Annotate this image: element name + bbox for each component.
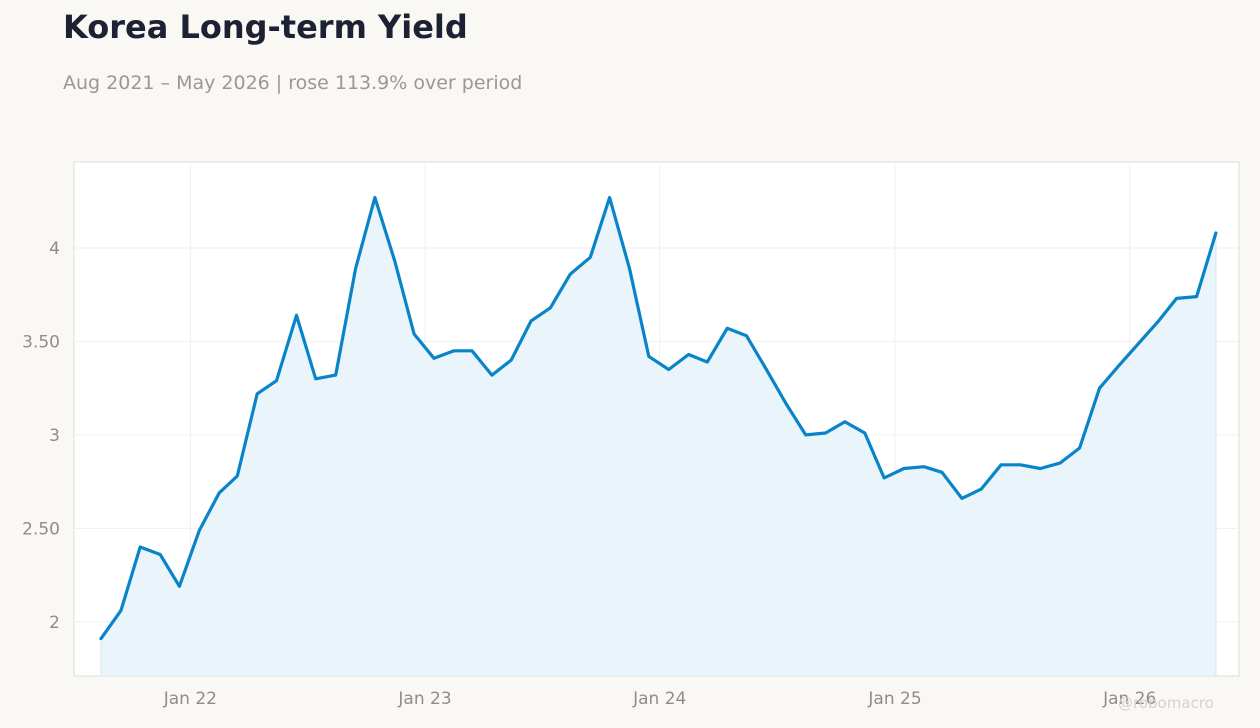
axis-layer: 2 2.50 3 3.50 4 Jan 22 Jan 23 Jan 24 Jan 25 Jan 2…	[22, 239, 1156, 709]
data-point	[1019, 463, 1022, 467]
data-point	[119, 609, 123, 612]
data-point	[902, 467, 906, 470]
data-point	[1195, 295, 1198, 298]
y-tick-label: 3	[49, 426, 60, 446]
data-point	[490, 373, 494, 377]
data-point	[1157, 319, 1160, 323]
x-tick-label: Jan 24	[632, 689, 686, 709]
watermark: @robomacro	[1118, 694, 1214, 712]
data-point	[882, 476, 886, 480]
data-point	[940, 471, 944, 474]
data-point	[589, 255, 592, 259]
data-point	[784, 401, 787, 405]
data-point	[393, 259, 397, 263]
data-point	[158, 553, 162, 556]
data-point	[687, 353, 690, 356]
y-tick-label: 2	[49, 613, 60, 633]
chart-title: Korea Long-term Yield	[63, 8, 468, 46]
data-point	[138, 545, 142, 549]
data-point	[1175, 297, 1178, 300]
data-point	[706, 360, 709, 364]
y-tick-label: 3.50	[22, 332, 60, 352]
chart-subtitle: Aug 2021 – May 2026 | rose 113.9% over p…	[63, 72, 523, 94]
data-point	[275, 379, 278, 383]
data-point	[295, 314, 298, 317]
data-point	[1214, 231, 1218, 235]
data-point	[236, 474, 239, 478]
data-point	[628, 267, 631, 270]
data-point	[509, 358, 513, 362]
data-point	[198, 528, 201, 532]
x-tick-label: Jan 22	[163, 689, 217, 709]
data-point	[99, 637, 103, 640]
data-point	[843, 420, 847, 424]
data-point	[608, 196, 611, 199]
data-point	[218, 491, 221, 495]
data-point	[354, 267, 357, 270]
x-tick-label: Jan 25	[867, 689, 921, 709]
data-point	[647, 355, 651, 358]
data-point	[979, 487, 983, 491]
data-point	[745, 334, 748, 338]
data-point	[1078, 446, 1081, 450]
data-point	[725, 327, 729, 330]
x-tick-label: Jan 26	[1102, 689, 1156, 709]
data-point	[1098, 386, 1101, 390]
data-point	[765, 368, 768, 371]
data-point	[824, 431, 827, 435]
series-layer	[99, 195, 1218, 677]
data-point	[922, 465, 926, 469]
series-line	[99, 195, 1218, 641]
y-tick-label: 4	[49, 239, 60, 259]
data-point	[178, 585, 181, 588]
data-point	[470, 349, 474, 353]
data-point	[529, 319, 533, 323]
data-point	[452, 349, 456, 353]
data-point	[314, 377, 318, 381]
data-point	[1117, 364, 1121, 368]
data-point	[569, 272, 572, 276]
x-tick-label: Jan 23	[397, 689, 451, 709]
data-point	[1059, 461, 1062, 465]
data-point	[412, 332, 416, 336]
data-point	[863, 431, 867, 435]
data-point	[255, 392, 259, 396]
data-point	[432, 357, 436, 360]
data-point	[549, 306, 552, 310]
data-point	[667, 368, 670, 371]
data-point	[1137, 342, 1140, 345]
data-point	[334, 373, 338, 377]
data-point	[960, 497, 964, 500]
y-tick-label: 2.50	[22, 519, 60, 539]
data-point	[1039, 467, 1042, 470]
data-point	[999, 463, 1003, 467]
data-point	[373, 196, 377, 199]
data-point	[804, 433, 807, 437]
